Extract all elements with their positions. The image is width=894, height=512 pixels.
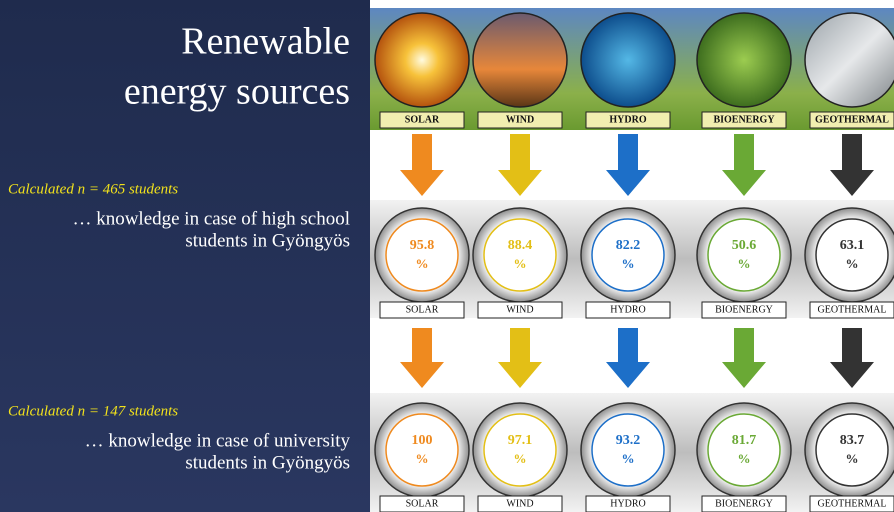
unit: % [622, 256, 635, 271]
value-circle [591, 413, 665, 487]
source-label-box [585, 111, 671, 129]
title: Renewable [181, 21, 350, 63]
source-label-box [585, 495, 671, 512]
value-circle [707, 413, 781, 487]
source-label-box [701, 301, 787, 319]
value-circle [815, 413, 889, 487]
unit: % [416, 256, 429, 271]
unit: % [514, 256, 527, 271]
sample-size: Calculated n = 465 students [8, 181, 178, 197]
unit: % [846, 256, 859, 271]
source-image [696, 12, 792, 108]
unit: % [514, 451, 527, 466]
source-label: WIND [506, 114, 534, 125]
unit: % [622, 451, 635, 466]
arrow [606, 134, 650, 196]
description: … knowledge in case of high school [72, 208, 350, 229]
arrow [498, 328, 542, 388]
arrow [400, 134, 444, 196]
source-label: BIOENERGY [715, 498, 773, 509]
source-label: BIOENERGY [715, 304, 773, 315]
source-label: SOLAR [406, 498, 439, 509]
source-label-box [809, 495, 894, 512]
value-circle [591, 218, 665, 292]
arrow [722, 328, 766, 388]
source-label-box [585, 301, 671, 319]
source-label: HYDRO [610, 304, 646, 315]
value: 100 [412, 433, 433, 448]
left-panel [0, 0, 370, 512]
source-label: GEOTHERMAL [815, 114, 889, 125]
source-label-box [809, 111, 894, 129]
source-image [580, 12, 676, 108]
source-label-box [477, 111, 563, 129]
value-circle [385, 218, 459, 292]
source-image [374, 12, 470, 108]
arrow [498, 134, 542, 196]
unit: % [738, 256, 751, 271]
unit: % [738, 451, 751, 466]
description: … knowledge in case of university [85, 430, 351, 451]
value: 83.7 [840, 433, 865, 448]
value-circle [483, 413, 557, 487]
value-circle [483, 218, 557, 292]
source-label: GEOTHERMAL [818, 498, 887, 509]
source-image [804, 12, 894, 108]
source-label-box [701, 495, 787, 512]
source-label: WIND [506, 304, 533, 315]
sample-size: Calculated n = 147 students [8, 403, 178, 419]
source-label: HYDRO [610, 498, 646, 509]
value: 97.1 [508, 433, 533, 448]
value: 50.6 [732, 238, 757, 253]
value-circle [815, 218, 889, 292]
unit: % [846, 451, 859, 466]
source-label-box [701, 111, 787, 129]
value-circle [385, 413, 459, 487]
source-label-box [809, 301, 894, 319]
value-circle [707, 218, 781, 292]
source-label: SOLAR [405, 114, 440, 125]
description: students in Gyöngyös [185, 230, 350, 251]
source-label-box [379, 495, 465, 512]
source-label-box [477, 495, 563, 512]
arrow [722, 134, 766, 196]
arrow [606, 328, 650, 388]
unit: % [416, 451, 429, 466]
value: 93.2 [616, 433, 641, 448]
source-label: HYDRO [609, 114, 646, 125]
source-label: BIOENERGY [713, 114, 775, 125]
title: energy sources [124, 71, 350, 113]
source-label: GEOTHERMAL [818, 304, 887, 315]
arrow [830, 328, 874, 388]
source-label-box [379, 111, 465, 129]
value: 81.7 [732, 433, 757, 448]
source-image [472, 12, 568, 108]
source-label-box [477, 301, 563, 319]
value: 63.1 [840, 238, 865, 253]
description: students in Gyöngyös [185, 452, 350, 473]
value: 88.4 [508, 238, 533, 253]
value: 95.8 [410, 238, 435, 253]
source-label: SOLAR [406, 304, 439, 315]
arrow [400, 328, 444, 388]
source-label: WIND [506, 498, 533, 509]
arrow [830, 134, 874, 196]
source-label-box [379, 301, 465, 319]
value: 82.2 [616, 238, 641, 253]
